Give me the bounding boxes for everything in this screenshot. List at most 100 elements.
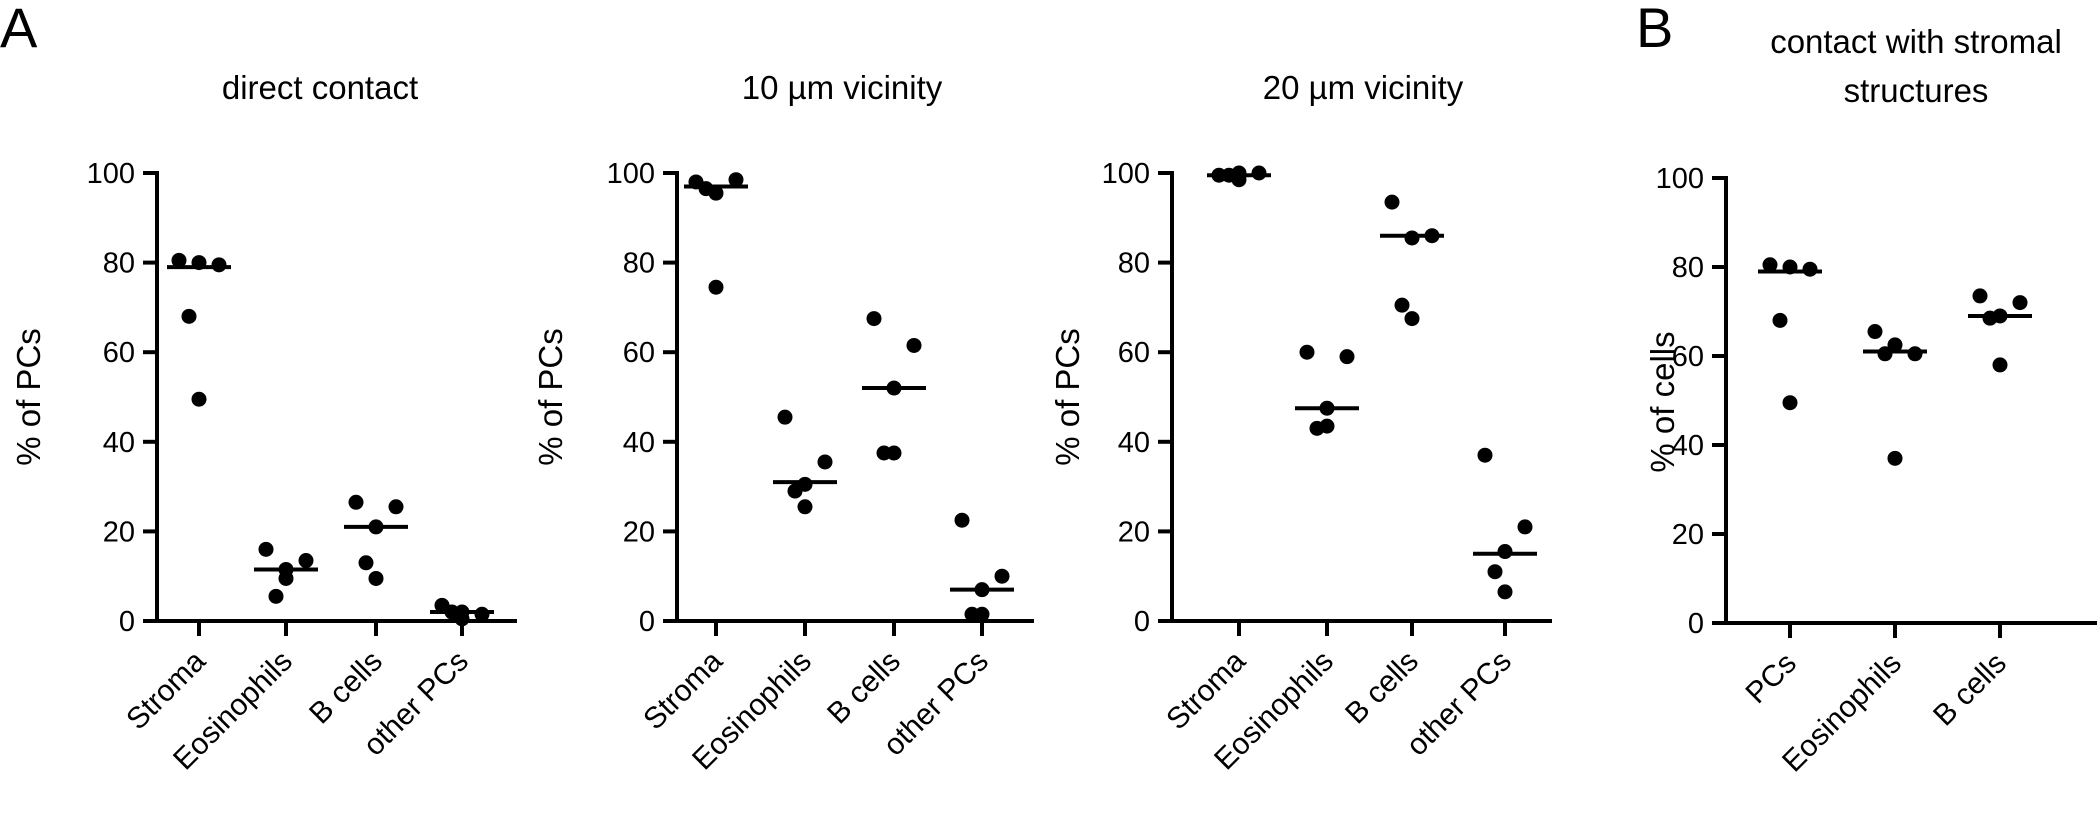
y-tick-label: 60	[1118, 337, 1150, 369]
data-point	[1497, 584, 1513, 600]
data-point	[1251, 165, 1267, 181]
data-point	[1517, 519, 1533, 535]
data-point	[1497, 544, 1513, 560]
data-point	[1487, 564, 1503, 580]
data-point	[1887, 450, 1903, 466]
data-point	[728, 172, 744, 188]
data-point	[474, 606, 490, 622]
chart-title: 20 µm vicinity	[1263, 69, 1464, 106]
y-tick-label: 0	[119, 606, 135, 638]
y-tick-label: 60	[1672, 341, 1704, 373]
y-tick-label: 20	[103, 516, 135, 548]
data-point	[698, 181, 714, 197]
data-point	[1394, 297, 1410, 313]
data-point	[348, 494, 364, 510]
data-point	[954, 512, 970, 528]
data-point	[797, 499, 813, 515]
chart-title: 10 µm vicinity	[742, 69, 943, 106]
y-tick-label: 80	[1672, 252, 1704, 284]
data-point	[258, 541, 274, 557]
data-point	[1982, 310, 1998, 326]
y-tick-label: 40	[623, 427, 655, 459]
y-tick-label: 40	[103, 427, 135, 459]
y-tick-label: 100	[87, 158, 135, 190]
data-point	[1772, 312, 1788, 328]
data-point	[1477, 447, 1493, 463]
x-tick-label: B cells	[821, 645, 907, 731]
y-tick-label: 80	[103, 248, 135, 280]
y-axis-label: % of PCs	[10, 328, 47, 466]
data-point	[1992, 357, 2008, 373]
data-point	[1299, 344, 1315, 360]
y-tick-label: 20	[1672, 519, 1704, 551]
panel-letter-b: B	[1636, 0, 1673, 59]
data-point	[1404, 311, 1420, 327]
data-point	[454, 611, 470, 627]
data-point	[1404, 230, 1420, 246]
data-point	[191, 391, 207, 407]
data-point	[1877, 346, 1893, 362]
panel-letter-a: A	[0, 0, 38, 59]
data-point	[974, 606, 990, 622]
y-tick-label: 100	[1656, 163, 1704, 195]
data-point	[817, 454, 833, 470]
data-point	[994, 568, 1010, 584]
data-point	[298, 553, 314, 569]
data-point	[278, 570, 294, 586]
data-point	[906, 337, 922, 353]
data-point	[708, 279, 724, 295]
data-point	[1972, 288, 1988, 304]
data-point	[1887, 337, 1903, 353]
y-axis-label: % of cells	[1644, 331, 1681, 472]
data-point	[1762, 257, 1778, 273]
y-tick-label: 40	[1118, 427, 1150, 459]
data-point	[368, 570, 384, 586]
y-tick-label: 0	[1688, 608, 1704, 640]
data-point	[388, 499, 404, 515]
y-tick-label: 60	[103, 337, 135, 369]
y-axis-label: % of PCs	[532, 328, 569, 466]
y-tick-label: 80	[1118, 248, 1150, 280]
y-tick-label: 100	[1102, 158, 1150, 190]
x-tick-label: B cells	[1339, 645, 1425, 731]
data-point	[866, 311, 882, 327]
data-point	[358, 555, 374, 571]
y-tick-label: 40	[1672, 430, 1704, 462]
y-tick-label: 0	[639, 606, 655, 638]
data-point	[1231, 165, 1247, 181]
data-point	[1384, 194, 1400, 210]
y-tick-label: 0	[1134, 606, 1150, 638]
data-point	[171, 252, 187, 268]
data-point	[268, 588, 284, 604]
chart-title: contact with stromal	[1770, 23, 2062, 60]
chart-4: contact with stromal structures 0 20 40 60 80 1…	[1644, 23, 2097, 778]
data-point	[777, 409, 793, 425]
data-point	[1782, 395, 1798, 411]
y-tick-label: 60	[623, 337, 655, 369]
x-tick-label: B cells	[1927, 647, 2013, 733]
x-tick-label: B cells	[303, 645, 389, 731]
data-point	[1319, 418, 1335, 434]
data-point	[211, 257, 227, 273]
data-point	[1339, 349, 1355, 365]
data-point	[1802, 261, 1818, 277]
y-tick-label: 20	[623, 516, 655, 548]
chart-title: direct contact	[222, 69, 418, 106]
data-point	[2012, 295, 2028, 311]
chart-title: structures	[1844, 72, 1989, 109]
data-point	[181, 308, 197, 324]
y-tick-label: 80	[623, 248, 655, 280]
data-point	[886, 445, 902, 461]
y-tick-label: 100	[607, 158, 655, 190]
data-point	[1907, 346, 1923, 362]
y-axis-label: % of PCs	[1049, 328, 1086, 466]
x-tick-label: PCs	[1740, 647, 1803, 710]
y-tick-label: 20	[1118, 516, 1150, 548]
data-point	[1867, 324, 1883, 340]
data-point	[787, 483, 803, 499]
